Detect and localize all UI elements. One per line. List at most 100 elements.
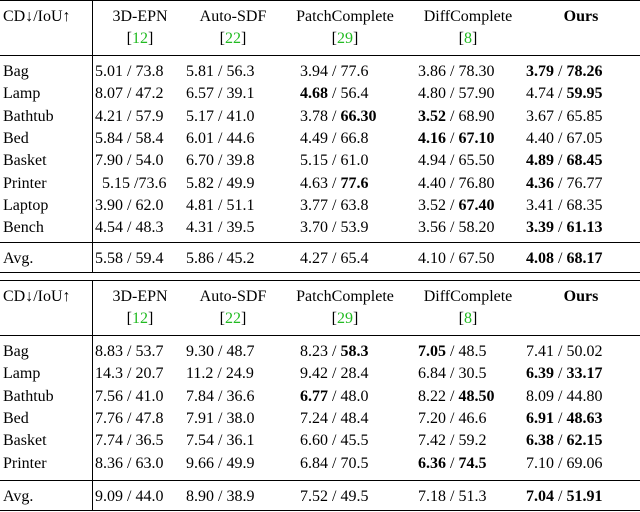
row-label: Bag: [3, 63, 29, 80]
cd-value: 7.56: [95, 387, 123, 405]
method-header: 3D-EPN: [112, 8, 168, 25]
table-row: Lamp 8.07 / 47.2 6.57 / 39.1 4.68 / 56.4 4.8…: [0, 83, 640, 105]
cd-value: 6.38: [526, 432, 554, 450]
method-header: Auto-SDF: [199, 288, 267, 305]
metric-cell: 4.40 / 67.05: [526, 128, 638, 150]
value-separator: /: [554, 343, 567, 360]
value-separator: /: [554, 219, 567, 237]
citation-number[interactable]: 29: [337, 30, 353, 47]
bracket-open: [: [219, 310, 225, 327]
citation-number[interactable]: 22: [225, 310, 241, 327]
metric-cell: 5.58 / 59.4: [95, 248, 187, 270]
iou-value: 73.8: [135, 63, 164, 80]
table-rule: [0, 280, 640, 281]
cd-value: 5.58: [95, 250, 123, 267]
cd-value: 4.54: [95, 219, 123, 237]
citation-number[interactable]: 12: [132, 30, 148, 47]
value-separator: /: [554, 488, 567, 505]
metric-cell: 6.60 / 45.5: [300, 430, 430, 452]
citation-link[interactable]: [12]: [110, 308, 170, 330]
row-label: Bathtub: [3, 107, 54, 125]
metric-cell: 7.41 / 50.02: [526, 341, 638, 363]
iou-value: 53.9: [340, 219, 369, 237]
table-row: Bathtub 7.56 / 41.0 7.84 / 36.6 6.77 / 48.0…: [0, 386, 640, 408]
citation-number[interactable]: 12: [132, 310, 148, 327]
metric-cell: 3.78 / 66.30: [300, 106, 430, 128]
bracket-close: ]: [353, 310, 359, 327]
method-header: DiffComplete: [423, 288, 513, 305]
cd-value: 3.90: [95, 196, 123, 214]
method-header: PatchComplete: [296, 8, 394, 25]
table-row: Lamp 14.3 / 20.7 11.2 / 24.9 9.42 / 28.4 6.8…: [0, 363, 640, 385]
value-separator: /: [123, 63, 136, 80]
column-divider: [92, 0, 93, 272]
iou-value: 78.30: [458, 63, 495, 80]
iou-value: 66.30: [340, 107, 377, 125]
value-separator: /: [554, 63, 567, 80]
value-separator: /: [123, 409, 136, 427]
table-row: Bed 7.76 / 47.8 7.91 / 38.0 7.24 / 48.4 7.20…: [0, 408, 640, 430]
header-row: CD↓/IoU↑ 3D-EPN Auto-SDF PatchComplete DiffC…: [0, 286, 640, 308]
citation-link[interactable]: [29]: [315, 308, 375, 330]
metric-cell: 5.17 / 41.0: [186, 106, 282, 128]
value-separator: /: [328, 365, 341, 383]
iou-value: 38.0: [226, 409, 255, 427]
citation-link[interactable]: [8]: [438, 28, 498, 50]
value-separator: /: [446, 85, 459, 103]
iou-value: 67.40: [458, 196, 495, 214]
metric-cell: 4.31 / 39.5: [186, 217, 282, 239]
citation-number[interactable]: 29: [337, 310, 353, 327]
row-label: Laptop: [3, 196, 49, 214]
citation-link[interactable]: [12]: [110, 28, 170, 50]
metric-cell: 7.18 / 51.3: [418, 486, 532, 508]
value-separator: /: [446, 129, 459, 147]
iou-value: 59.4: [135, 250, 164, 267]
table-row: Laptop 3.90 / 62.0 4.81 / 51.1 3.77 / 63.8 3…: [0, 195, 640, 217]
value-separator: /: [328, 196, 341, 214]
iou-value: 51.91: [566, 488, 603, 505]
cd-value: 6.91: [526, 409, 554, 427]
citation-number[interactable]: 8: [464, 310, 472, 327]
citation-number[interactable]: 8: [464, 30, 472, 47]
metric-cell: 6.57 / 39.1: [186, 83, 282, 105]
iou-value: 48.7: [226, 343, 255, 360]
method-header: DiffComplete: [423, 8, 513, 25]
citation-number[interactable]: 22: [225, 30, 241, 47]
value-separator: /: [130, 174, 139, 192]
iou-value: 70.5: [340, 454, 369, 472]
row-label: Lamp: [3, 365, 41, 383]
cd-value: 3.52: [418, 107, 446, 125]
iou-value: 48.0: [340, 387, 369, 405]
value-separator: /: [328, 387, 341, 405]
cd-value: 4.80: [418, 85, 446, 103]
citation-link[interactable]: [22]: [203, 28, 263, 50]
citation-link[interactable]: [8]: [438, 308, 498, 330]
column-divider: [92, 280, 93, 510]
method-header: Ours: [511, 6, 640, 28]
iou-value: 59.2: [458, 432, 487, 450]
method-name: Ours: [563, 288, 599, 305]
table-rule: [0, 242, 640, 243]
metric-cell: 4.63 / 77.6: [300, 173, 430, 195]
table-row: Bag 5.01 / 73.8 5.81 / 56.3 3.94 / 77.6 3.86…: [0, 61, 640, 83]
iou-value: 63.8: [340, 196, 369, 214]
value-separator: /: [328, 409, 341, 427]
metric-cell: 7.84 / 36.6: [186, 386, 282, 408]
iou-value: 39.1: [226, 85, 255, 103]
iou-value: 41.0: [226, 107, 255, 125]
row-label: Bench: [3, 219, 44, 237]
iou-value: 53.7: [135, 343, 164, 360]
iou-value: 51.1: [226, 196, 255, 214]
method-name: Ours: [563, 8, 599, 25]
metric-cell: 6.84 / 30.5: [418, 363, 532, 385]
cd-value: 3.41: [526, 196, 554, 214]
citation-link[interactable]: [22]: [203, 308, 263, 330]
citation-link[interactable]: [29]: [315, 28, 375, 50]
metric-cell: 5.82 / 49.9: [186, 173, 282, 195]
bracket-close: ]: [241, 30, 247, 47]
cd-value: 7.54: [186, 432, 214, 450]
row-label: Avg.: [3, 488, 34, 505]
cd-value: 4.74: [526, 85, 554, 103]
average-row: Avg. 5.58 / 59.4 5.86 / 45.2 4.27 / 65.4 4.1…: [0, 248, 640, 270]
table-row: Bed 5.84 / 58.4 6.01 / 44.6 4.49 / 66.8 4.16…: [0, 128, 640, 150]
